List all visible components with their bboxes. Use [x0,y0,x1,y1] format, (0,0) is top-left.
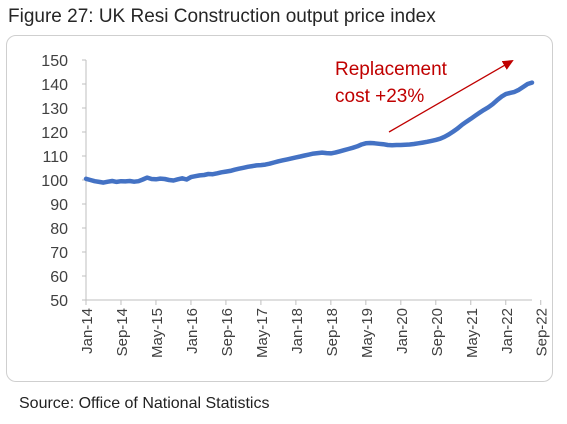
source-note: Source: Office of National Statistics [19,395,270,412]
x-tick-label: Sep-14 [114,308,131,356]
x-tick-label: Sep-18 [324,308,341,356]
axes: 50 60 70 80 90 100 110 120 130 140 150 Jan-14 Sep-14… [41,53,550,358]
x-tick-label: May-21 [464,308,481,358]
y-tick-label: 90 [50,197,68,214]
x-tick-label: Sep-20 [429,308,446,356]
y-tick-label: 60 [50,269,68,286]
x-tick-label: Jan-14 [79,308,96,354]
y-tick-label: 150 [41,53,68,70]
x-tick-label: Sep-22 [534,308,551,356]
x-tick-label: May-15 [149,308,166,358]
x-tick-label: Sep-16 [219,308,236,356]
y-tick-label: 50 [50,293,68,310]
annotation-layer: Replacement cost +23% [335,59,514,133]
y-tick-label: 80 [50,221,68,238]
y-tick-label: 130 [41,101,68,118]
y-tick-label: 120 [41,125,68,142]
chart-frame: 50 60 70 80 90 100 110 120 130 140 150 Jan-14 Sep-14… [6,35,553,382]
x-tick-label: May-19 [359,308,376,358]
x-tick-label: Jan-20 [394,308,411,354]
figure-title: Figure 27: UK Resi Construction output p… [8,6,436,27]
x-tick-label: Jan-18 [289,308,306,354]
series-layer [83,80,535,185]
line-chart: 50 60 70 80 90 100 110 120 130 140 150 Jan-14 Sep-14… [41,53,550,358]
y-tick-label: 110 [42,149,68,166]
y-tick-label: 70 [50,245,68,262]
annotation-text-line: Replacement [335,59,448,80]
annotation-text-line: cost +23% [335,86,424,107]
y-tick-label: 140 [41,77,68,94]
x-tick-label: Jan-16 [184,308,201,354]
x-tick-label: Jan-22 [499,308,516,354]
series-line-output-price-index [83,80,535,185]
x-tick-label: May-17 [254,308,271,358]
annotation-arrow [388,60,514,133]
y-tick-label: 100 [41,173,68,190]
